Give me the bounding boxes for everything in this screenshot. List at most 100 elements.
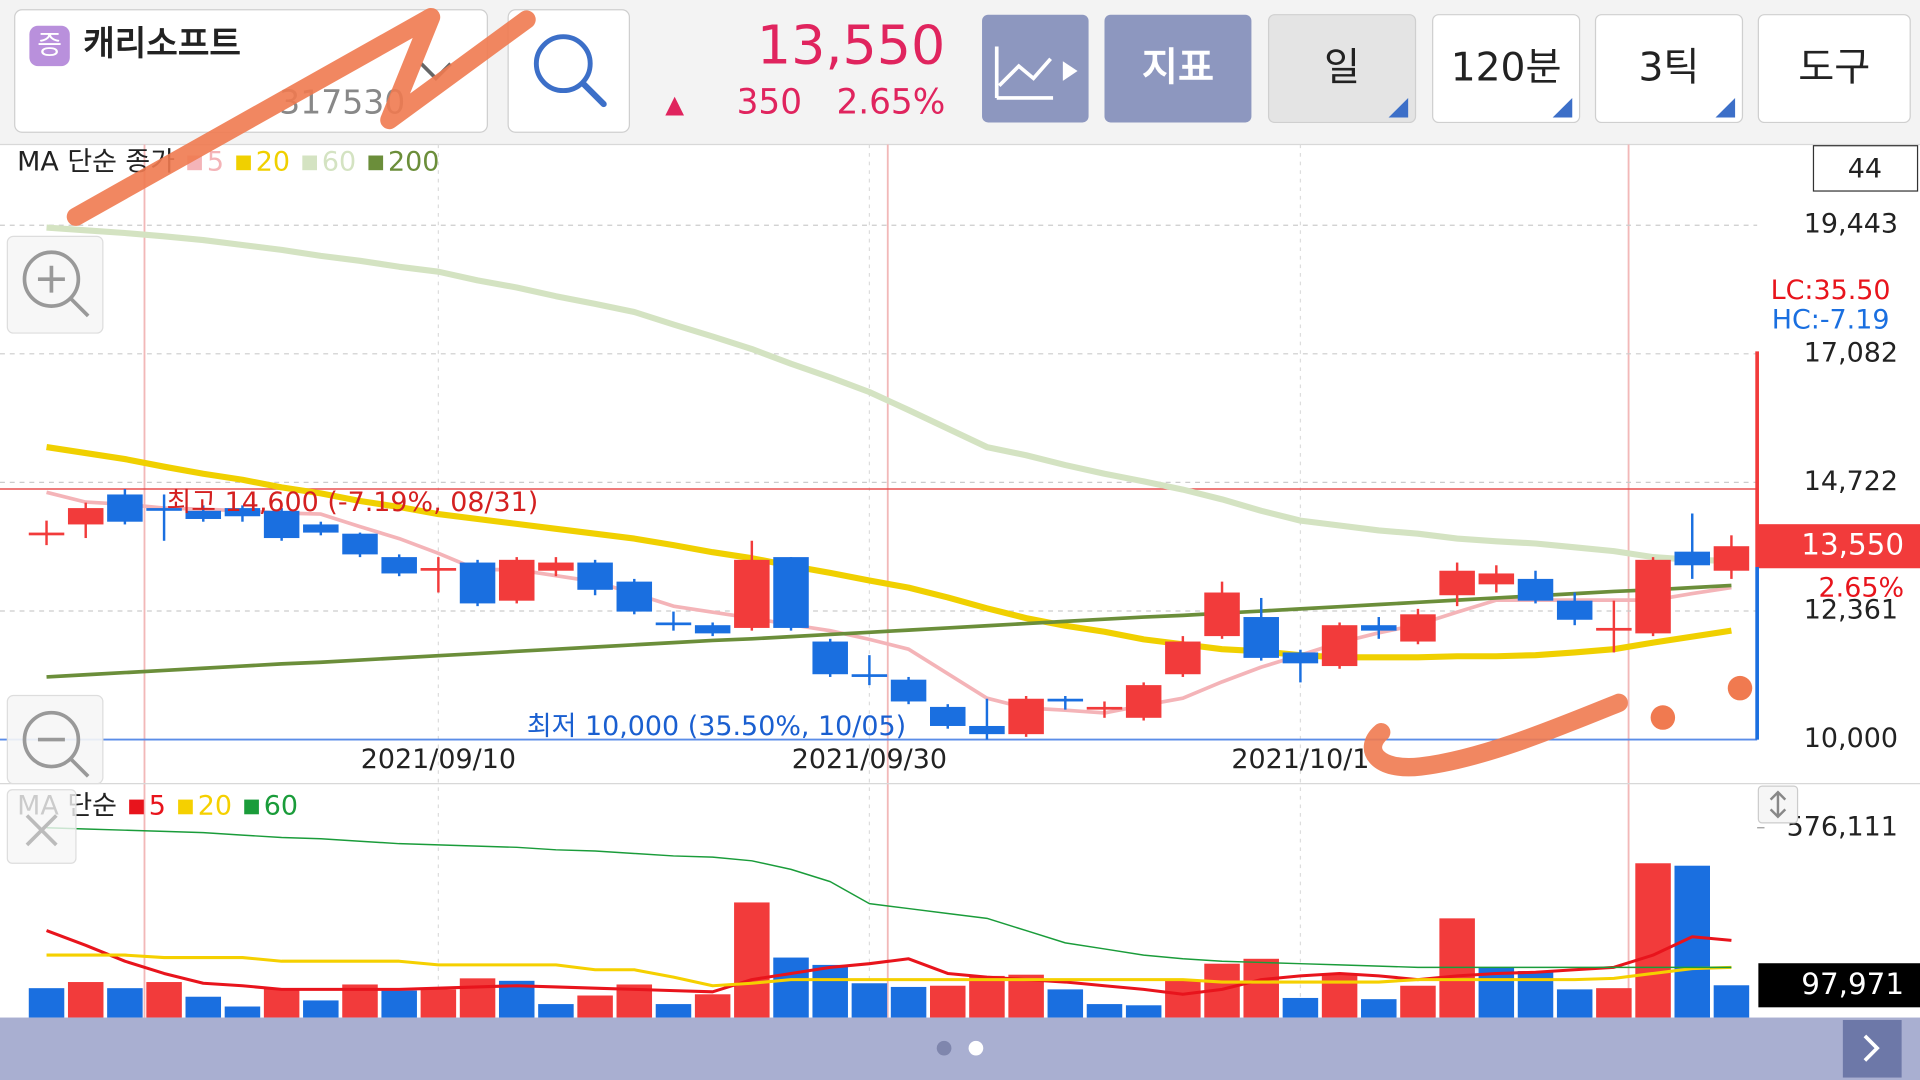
- tools-button-label: 도구: [1798, 45, 1870, 90]
- volume-bar: [1517, 971, 1554, 1018]
- zoom-out-icon: [22, 710, 81, 769]
- plot-layer: 10,000 12,361 14,722 17,082 19,443 2021/09/10…: [0, 144, 1920, 1018]
- legend-swatch: [178, 799, 193, 815]
- indicator-button[interactable]: [1104, 14, 1252, 123]
- candle-body: [185, 510, 222, 519]
- candle-body: [655, 622, 692, 626]
- candle-body: [1321, 625, 1358, 667]
- volume-bar: [538, 1004, 574, 1018]
- market-badge-text: 증: [37, 30, 62, 61]
- candle-body: [1361, 625, 1397, 631]
- volume-bar: [577, 995, 613, 1018]
- volume-bar: [1047, 989, 1084, 1018]
- visible-count: 44: [1848, 154, 1882, 185]
- x-tick-label: 2021/09/10: [361, 744, 516, 775]
- legend-swatch: [302, 155, 318, 171]
- volume-bar: [1243, 958, 1279, 1018]
- chart-type-icon: [994, 46, 1054, 100]
- volume-bar: [694, 994, 731, 1018]
- chart-type-button[interactable]: [982, 14, 1089, 123]
- volume-bar: [1165, 979, 1201, 1018]
- volume-bar: [420, 989, 457, 1018]
- zoom-out-icon-detail: [37, 737, 90, 778]
- last-volume-box: [1758, 963, 1920, 1008]
- next-icon: [1863, 1034, 1880, 1062]
- legend-label: 5: [207, 146, 224, 177]
- y-tick-label: 17,082: [1804, 337, 1898, 368]
- zoom-in-icon: [22, 250, 81, 308]
- legend-label: 5: [149, 790, 166, 821]
- legend-swatch: [244, 799, 259, 815]
- candle-body: [1125, 685, 1162, 718]
- y-tick-label: 10,000: [1804, 723, 1898, 754]
- x-tick-label: 2021/09/30: [792, 744, 947, 775]
- ma-line: [46, 827, 1732, 969]
- candle-body: [498, 559, 535, 601]
- stock-selector[interactable]: [14, 9, 488, 133]
- ma-line: [46, 583, 1732, 679]
- candle-body: [812, 641, 848, 675]
- candle-body: [303, 524, 339, 533]
- candle-body: [146, 508, 182, 511]
- volume-bar: [303, 1000, 339, 1018]
- period-day-button[interactable]: [1267, 14, 1417, 124]
- period-minute-label: 120분: [1451, 45, 1562, 90]
- market-badge: [29, 25, 70, 67]
- volume-bar: [1596, 988, 1632, 1018]
- volume-bar: [67, 982, 104, 1018]
- volume-bar: [263, 988, 300, 1018]
- candle-body: [1400, 614, 1436, 642]
- candle-body: [1086, 706, 1123, 710]
- y-tick-label: 576,111: [1787, 811, 1898, 842]
- volume-bar: [890, 986, 927, 1018]
- candle-body: [1047, 698, 1084, 702]
- scribble-dot: [1727, 675, 1753, 701]
- candle-body: [851, 674, 888, 677]
- candle-body: [734, 559, 770, 628]
- zoom-in-icon-detail: [37, 265, 90, 318]
- volume-bar: [1282, 997, 1319, 1018]
- hc-label: HC:-7.19: [1772, 304, 1890, 335]
- volume-bar: [734, 902, 770, 1018]
- legend-swatch: [236, 155, 251, 171]
- close-panel-button[interactable]: [6, 789, 77, 864]
- candle-body: [459, 562, 496, 604]
- period-minute-button[interactable]: [1432, 14, 1581, 124]
- volume-bar: [851, 983, 888, 1018]
- search-icon: [533, 34, 593, 94]
- period-day-label: 일: [1324, 45, 1360, 90]
- legend-label: 20: [198, 790, 232, 821]
- volume-bar: [107, 988, 143, 1018]
- scribble: [66, 7, 536, 226]
- candle-body: [577, 562, 613, 590]
- indicator-button-label: 지표: [1142, 45, 1214, 90]
- candle-body: [1674, 551, 1710, 566]
- candle-body: [1478, 573, 1515, 585]
- volume-bar: [1400, 985, 1436, 1018]
- volume-bar: [185, 996, 222, 1018]
- change-arrow: ▲: [665, 89, 684, 118]
- last-change-pct: 2.65%: [1819, 573, 1905, 604]
- tools-button[interactable]: [1757, 14, 1911, 124]
- volume-bar: [773, 957, 809, 1018]
- volume-bar: [28, 988, 65, 1018]
- candle-body: [616, 581, 653, 612]
- period-tick-button[interactable]: [1594, 14, 1744, 124]
- current-price: 13,550: [757, 14, 945, 77]
- legend-swatch: [129, 799, 144, 815]
- candle-body: [1204, 592, 1240, 637]
- candle-body: [969, 725, 1005, 735]
- candle-body: [342, 533, 378, 555]
- last-price-box: [1757, 524, 1920, 569]
- volume-bar: [459, 978, 496, 1018]
- legend-label: 20: [256, 146, 290, 177]
- volume-bar: [655, 1004, 692, 1018]
- candle-body: [930, 706, 966, 726]
- volume-bar: [1635, 863, 1671, 1018]
- candle-body: [1556, 600, 1593, 620]
- ma-line: [45, 929, 1732, 996]
- candle-body: [1165, 641, 1201, 675]
- candle-body: [538, 562, 574, 571]
- volume-bar: [381, 990, 417, 1018]
- next-button[interactable]: [1842, 1020, 1902, 1078]
